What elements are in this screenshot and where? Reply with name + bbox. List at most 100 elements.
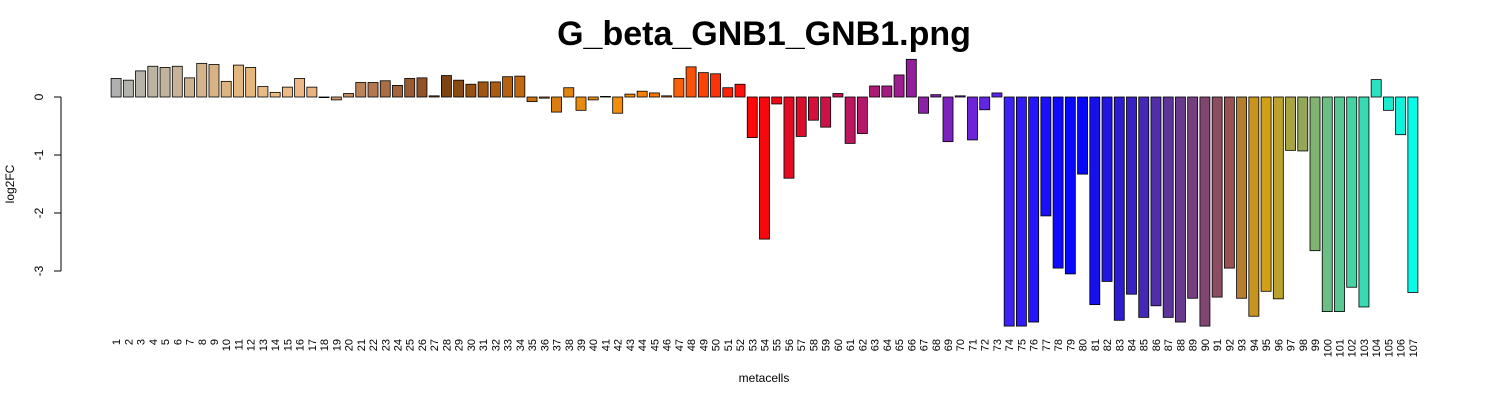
x-tick-label: 43 (625, 339, 637, 351)
x-tick-label: 75 (1016, 339, 1028, 351)
x-tick-label: 35 (527, 339, 539, 351)
bar-90 (1199, 96, 1211, 327)
bar-14 (269, 91, 281, 98)
x-tick-label: 85 (1139, 339, 1151, 351)
bar-53 (746, 96, 758, 138)
x-tick-label: 33 (503, 339, 515, 351)
x-tick-label: 61 (845, 339, 857, 351)
bar-89 (1187, 96, 1199, 299)
x-tick-label: 21 (356, 339, 368, 351)
x-tick-label: 24 (392, 339, 404, 351)
x-tick-label: 3 (136, 339, 148, 345)
x-tick-label: 28 (441, 339, 453, 351)
x-tick-label: 27 (429, 339, 441, 351)
x-tick-label: 23 (380, 339, 392, 351)
x-tick-label: 45 (649, 339, 661, 351)
bar-37 (551, 96, 562, 113)
bar-45 (648, 92, 660, 98)
x-tick-label: 13 (258, 339, 270, 351)
x-tick-label: 88 (1175, 339, 1187, 351)
x-tick-label: 59 (821, 339, 833, 351)
bar-58 (808, 96, 819, 121)
bar-100 (1321, 96, 1333, 313)
bar-13 (257, 86, 269, 98)
bar-79 (1064, 96, 1076, 275)
bar-106 (1395, 96, 1407, 136)
y-axis-label: log2FC (3, 164, 17, 203)
bar-52 (734, 83, 746, 98)
x-tick-label: 30 (466, 339, 478, 351)
bars-group (110, 58, 1419, 327)
bar-62 (856, 96, 868, 134)
bar-85 (1138, 96, 1150, 318)
y-tick-label: -3 (32, 265, 46, 276)
bar-16 (294, 78, 306, 98)
bar-48 (685, 66, 697, 98)
bar-27 (428, 95, 440, 98)
bar-59 (820, 96, 832, 128)
x-tick-label: 71 (967, 339, 979, 351)
x-tick-label: 44 (637, 339, 649, 351)
x-tick-label: 76 (1029, 339, 1041, 351)
bar-56 (783, 96, 795, 179)
bar-44 (636, 90, 648, 98)
bar-43 (624, 93, 636, 98)
bar-77 (1040, 96, 1052, 217)
bar-98 (1297, 96, 1309, 152)
x-tick-label: 52 (735, 339, 747, 351)
x-tick-label: 100 (1322, 339, 1334, 357)
bar-51 (722, 87, 734, 98)
x-tick-label: 25 (405, 339, 417, 351)
x-tick-label: 92 (1224, 339, 1236, 351)
bar-87 (1162, 96, 1174, 318)
x-tick-label: 68 (931, 339, 943, 351)
x-tick-label: 5 (160, 339, 172, 345)
bar-107 (1407, 96, 1419, 293)
x-tick-label: 42 (613, 339, 625, 351)
x-tick-label: 78 (1053, 339, 1065, 351)
bar-60 (832, 93, 844, 98)
x-tick-label: 77 (1041, 339, 1053, 351)
bar-76 (1028, 96, 1040, 323)
x-tick-label: 81 (1090, 339, 1102, 351)
bar-18 (318, 96, 330, 99)
x-tick-label: 97 (1286, 339, 1298, 351)
x-tick-label: 17 (307, 339, 319, 351)
x-tick-label: 32 (490, 339, 502, 351)
x-tick-label: 73 (992, 339, 1004, 351)
x-tick-label: 26 (417, 339, 429, 351)
bar-71 (967, 96, 978, 141)
x-tick-label: 69 (943, 339, 955, 351)
bar-103 (1358, 96, 1370, 308)
bar-29 (453, 79, 465, 98)
x-tick-label: 31 (478, 339, 490, 351)
x-tick-label: 79 (1065, 339, 1077, 351)
x-tick-label: 72 (980, 339, 992, 351)
x-tick-label: 8 (197, 339, 209, 345)
y-tick-label: -1 (32, 149, 46, 160)
x-tick-label: 4 (148, 339, 160, 345)
bar-99 (1309, 96, 1321, 252)
x-tick-label: 90 (1200, 339, 1212, 351)
bar-68 (930, 94, 942, 98)
bar-101 (1334, 96, 1345, 313)
bar-88 (1175, 96, 1186, 323)
bar-74 (1003, 96, 1015, 327)
x-tick-label: 60 (833, 339, 845, 351)
x-tick-label: 93 (1237, 339, 1249, 351)
x-tick-label: 74 (1004, 339, 1016, 351)
x-tick-label: 66 (906, 339, 918, 351)
x-tick-label: 36 (539, 339, 551, 351)
bar-61 (844, 96, 856, 144)
x-tick-label: 38 (564, 339, 576, 351)
x-tick-label: 2 (123, 339, 135, 345)
bar-35 (526, 96, 538, 103)
x-tick-label: 84 (1127, 339, 1139, 351)
bar-50 (710, 73, 721, 98)
bar-22 (367, 82, 379, 98)
bar-82 (1101, 96, 1113, 282)
x-tick-label: 101 (1334, 339, 1346, 357)
bar-10 (220, 80, 232, 98)
x-tick-label: 14 (270, 339, 282, 351)
